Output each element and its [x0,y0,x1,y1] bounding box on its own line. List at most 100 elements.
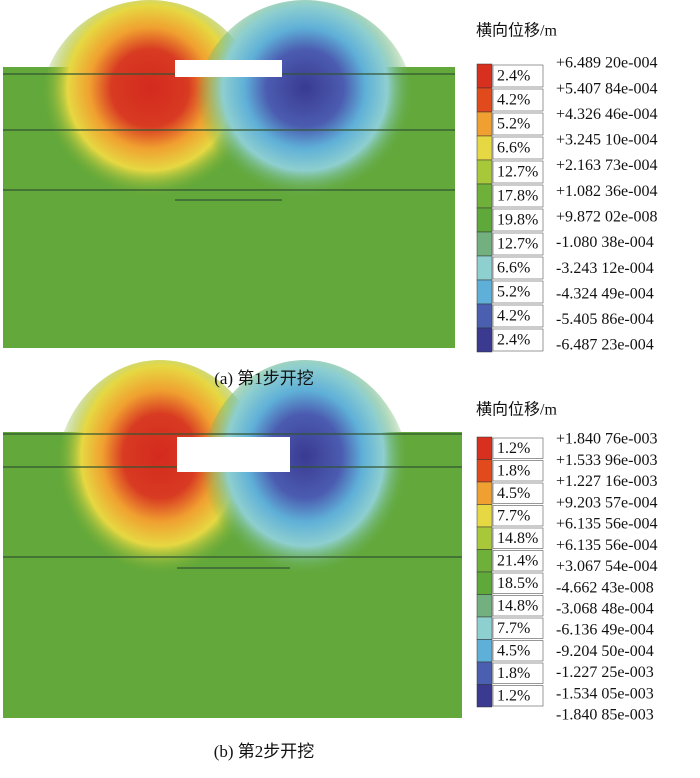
percent-box [492,550,544,572]
percent-label: 14.8% [497,597,538,614]
positive-zone [40,0,260,220]
percent-box [492,460,544,482]
value-label: +1.840 76e-003 [556,431,657,448]
percent-label: 5.2% [497,116,530,133]
value-label: -4.324 49e-004 [556,285,654,302]
value-label: -6.487 23e-004 [556,337,654,354]
value-label: +6.135 56e-004 [556,537,657,554]
percent-box [492,482,544,504]
value-label: -3.243 12e-004 [556,260,654,277]
percent-box [492,184,544,208]
percent-label: 6.6% [497,140,530,157]
percent-box [492,685,544,707]
percent-label: 2.4% [497,332,530,349]
value-label: -1.534 05e-003 [556,685,654,702]
legend-swatch [476,459,493,483]
percent-label: 4.2% [497,308,530,325]
positive-zone [55,360,265,600]
value-label: +9.872 02e-008 [556,208,657,225]
percent-box [492,232,544,256]
percent-label: 12.7% [497,164,538,181]
value-label: +3.245 10e-004 [556,132,657,149]
legend-swatch [476,481,493,505]
legend-swatch [476,436,493,460]
percent-box [492,617,544,639]
percent-box [492,572,544,594]
percent-box [492,328,544,352]
percent-box [492,88,544,112]
value-label: +5.407 84e-004 [556,80,657,97]
legend-title: 横向位移/m [476,401,557,419]
legend-swatch [476,684,493,708]
value-label: +6.135 56e-004 [556,516,657,533]
percent-box [492,136,544,160]
percent-label: 1.8% [497,462,530,479]
layer-lines [3,73,455,201]
legend-swatch [476,231,493,257]
percent-box [492,595,544,617]
legend-swatch [476,504,493,528]
percent-label: 1.2% [497,440,530,457]
percent-box [492,527,544,549]
value-label: +1.227 16e-003 [556,473,657,490]
percent-box [492,505,544,527]
negative-zone [195,0,415,220]
percent-label: 4.2% [497,92,530,109]
legend-swatch [476,639,493,663]
percent-box [492,437,544,459]
excavation [175,60,282,77]
percent-label: 7.7% [497,507,530,524]
legend-swatch [476,159,493,185]
legend-swatch [476,279,493,305]
value-label: -3.068 48e-004 [556,601,654,618]
percent-label: 14.8% [497,530,538,547]
legend-swatch [476,63,493,89]
legend-swatch [476,255,493,281]
legend-swatch [476,549,493,573]
percent-label: 4.5% [497,642,530,659]
percent-label: 6.6% [497,260,530,277]
percent-box [492,160,544,184]
value-label: +9.203 57e-004 [556,494,657,511]
layer-lines [3,433,462,569]
percent-box [492,640,544,662]
excavation [177,437,290,472]
value-label: -1.080 38e-004 [556,234,654,251]
percent-label: 18.5% [497,575,538,592]
percent-label: 1.8% [497,665,530,682]
percent-box [492,304,544,328]
legend-swatch [476,594,493,618]
percent-label: 17.8% [497,188,538,205]
negative-zone [200,360,410,600]
percent-label: 7.7% [497,620,530,637]
caption: (b) 第2步开挖 [214,742,315,761]
percent-box [492,280,544,304]
legend-title: 横向位移/m [476,22,557,40]
value-label: -1.840 85e-003 [556,707,654,724]
legend-swatch [476,303,493,329]
legend-swatch [476,87,493,113]
legend-swatch [476,135,493,161]
legend-swatch [476,571,493,595]
value-label: +2.163 73e-004 [556,157,657,174]
percent-box [492,256,544,280]
percent-box [492,112,544,136]
legend-swatch [476,661,493,685]
value-label: -4.662 43e-008 [556,579,654,596]
percent-label: 12.7% [497,236,538,253]
value-label: -9.204 50e-004 [556,643,654,660]
caption: (a) 第1步开挖 [214,369,314,388]
value-label: -5.405 86e-004 [556,311,654,328]
legend-swatch [476,616,493,640]
legend-swatch [476,183,493,209]
percent-label: 2.4% [497,68,530,85]
percent-label: 4.5% [497,485,530,502]
value-label: +4.326 46e-004 [556,106,657,123]
percent-box [492,662,544,684]
legend-swatch [476,111,493,137]
percent-label: 1.2% [497,687,530,704]
value-label: +3.067 54e-004 [556,558,657,575]
value-label: -6.136 49e-004 [556,622,654,639]
percent-label: 5.2% [497,284,530,301]
